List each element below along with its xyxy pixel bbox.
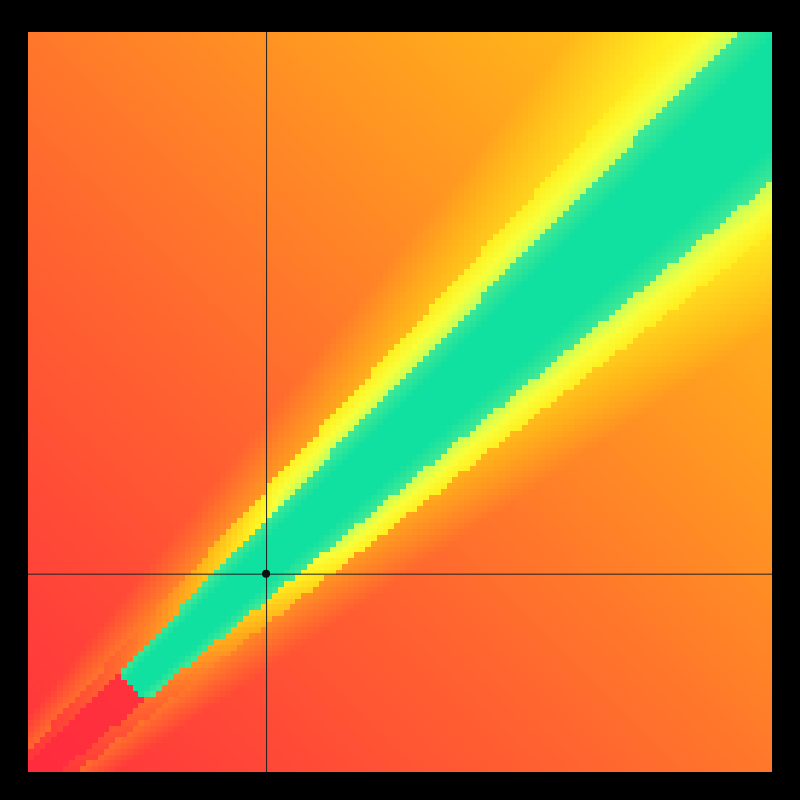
- heatmap-canvas: [0, 0, 800, 800]
- chart-container: TheBottleneck.com: [0, 0, 800, 800]
